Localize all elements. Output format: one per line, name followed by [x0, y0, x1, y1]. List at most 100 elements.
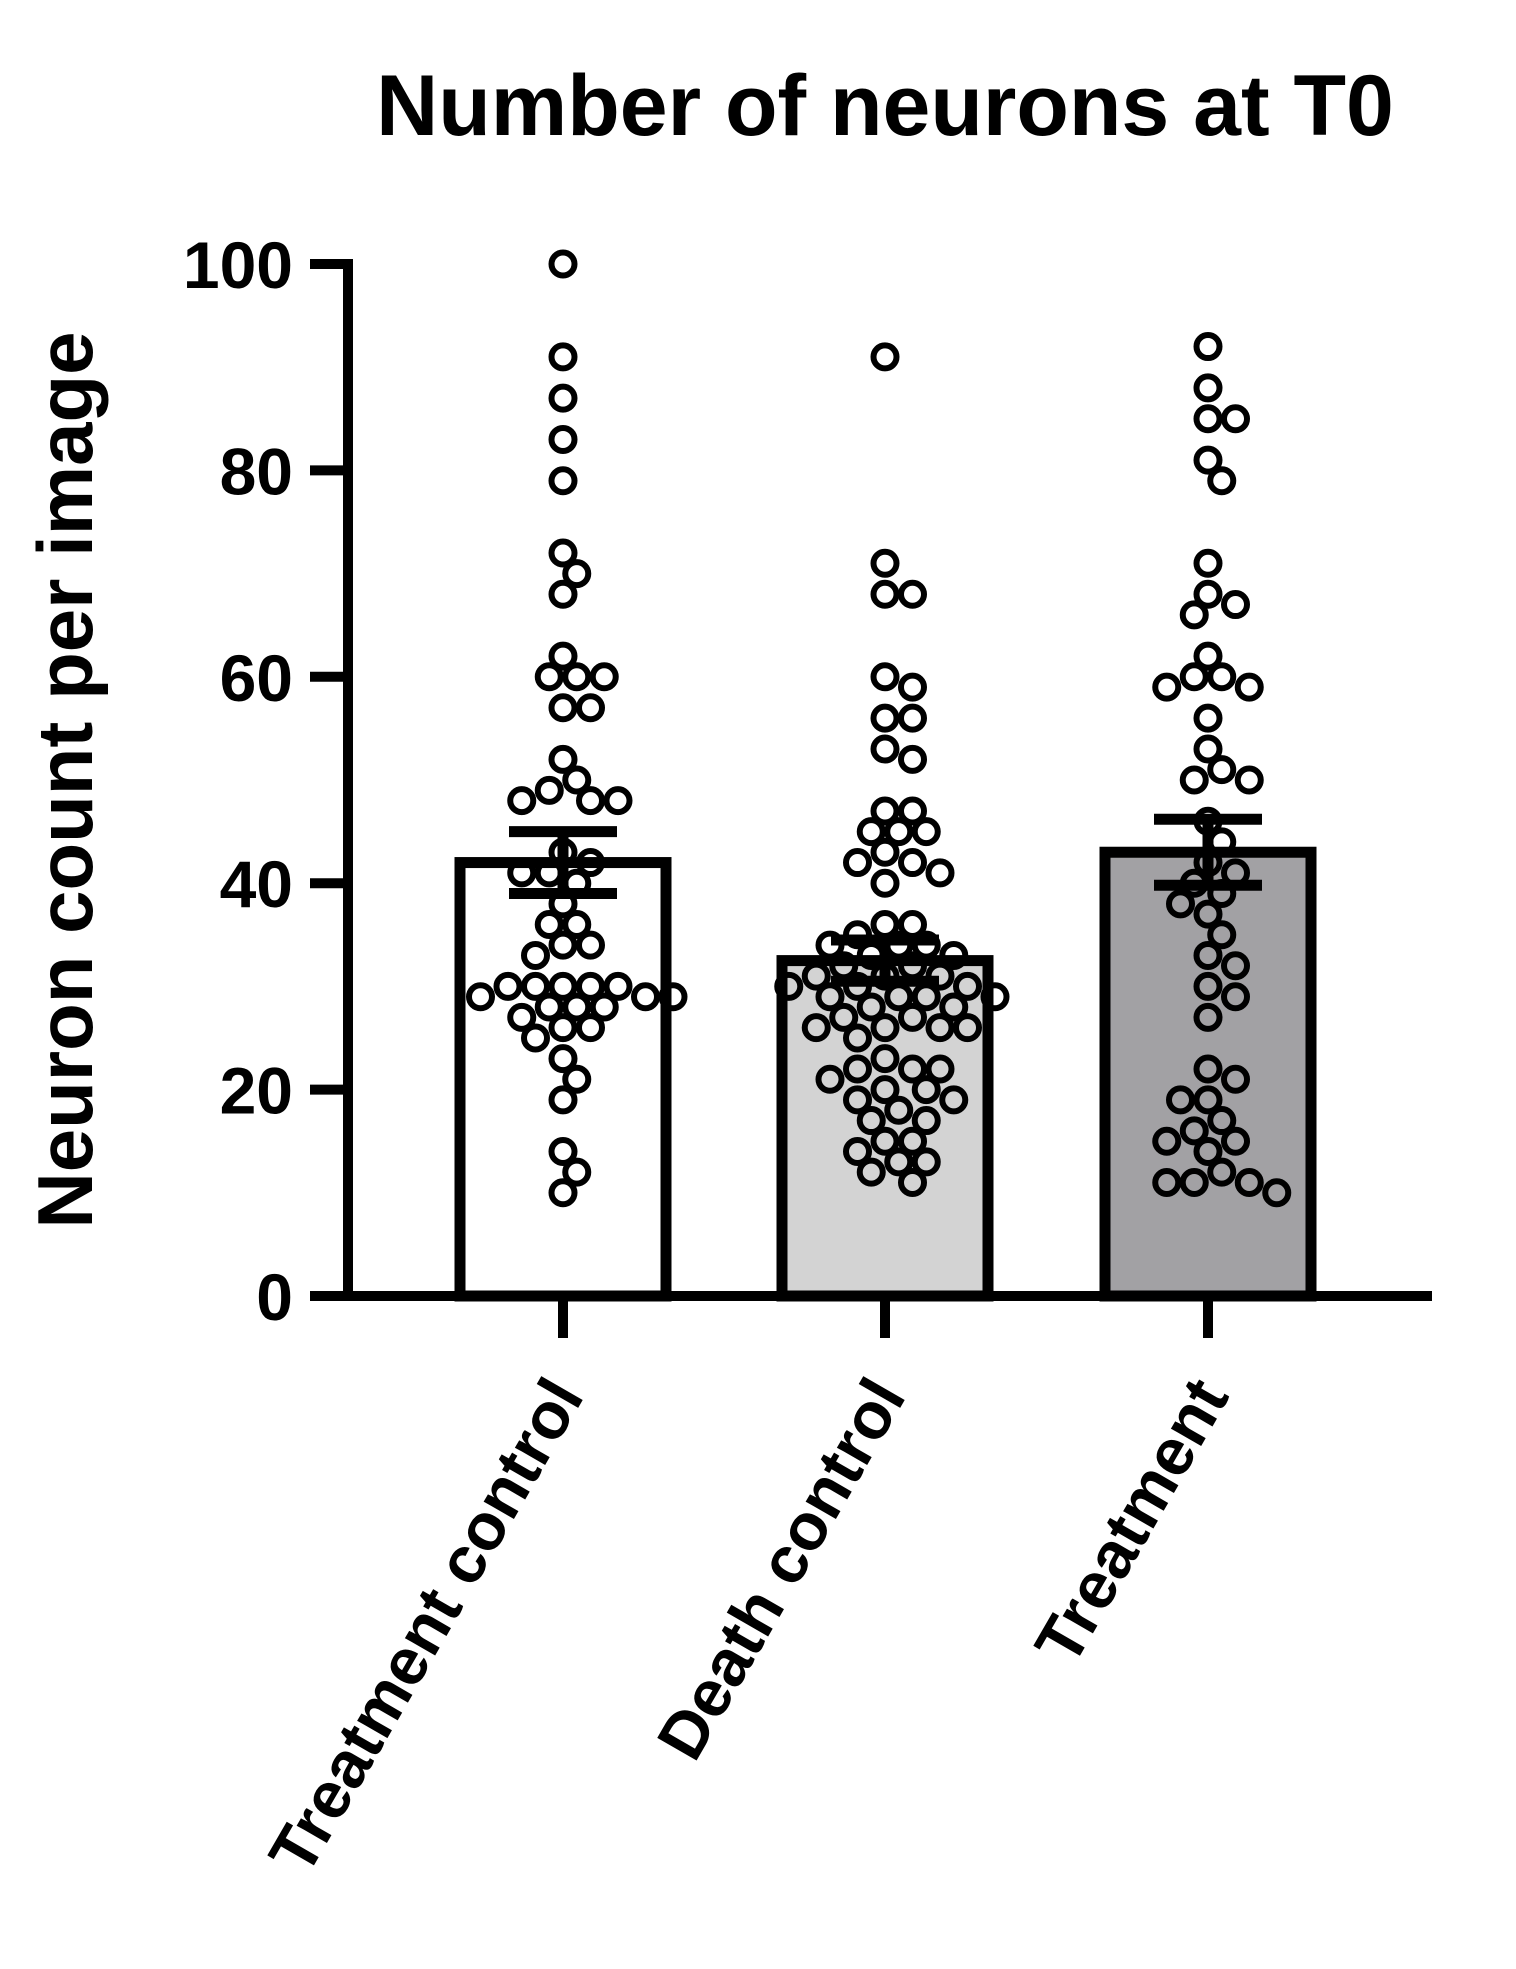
- data-point: [925, 858, 955, 888]
- data-point: [1179, 765, 1209, 795]
- data-point: [576, 971, 605, 1001]
- data-point: [548, 693, 578, 723]
- data-point: [884, 817, 914, 847]
- data-point: [603, 971, 633, 1001]
- data-point: [534, 909, 564, 939]
- y-ticks: 0 20 40 60 80 100: [183, 228, 348, 1334]
- data-point: [870, 837, 900, 867]
- data-point: [829, 1002, 859, 1032]
- data-point: [911, 1147, 941, 1177]
- data-point: [870, 579, 900, 609]
- data-point: [1193, 940, 1223, 970]
- data-point: [870, 1044, 900, 1074]
- data-point: [466, 982, 495, 1012]
- data-point: [1193, 1085, 1223, 1115]
- data-point: [898, 672, 927, 702]
- data-point: [562, 765, 592, 795]
- bar-treatment: [1099, 846, 1317, 1302]
- data-point: [521, 971, 550, 1001]
- y-tick-label: 80: [220, 434, 293, 508]
- data-point: [856, 992, 886, 1022]
- data-point: [1193, 332, 1223, 362]
- data-point: [1193, 641, 1223, 671]
- data-point: [939, 940, 969, 970]
- data-point: [562, 662, 592, 692]
- data-point: [1193, 1054, 1223, 1084]
- data-point: [548, 579, 578, 609]
- data-point: [1207, 920, 1237, 950]
- data-point: [548, 971, 578, 1001]
- error-bars: [509, 813, 1262, 987]
- data-point: [898, 744, 927, 774]
- data-point: [1193, 899, 1223, 929]
- data-point: [1193, 445, 1223, 475]
- data-point: [870, 703, 900, 733]
- data-point: [1221, 951, 1250, 981]
- data-point: [562, 1157, 592, 1187]
- data-point: [815, 982, 845, 1012]
- data-point: [1221, 1064, 1250, 1094]
- data-point: [898, 796, 927, 826]
- data-point: [1221, 404, 1250, 434]
- data-point: [1207, 1106, 1237, 1136]
- data-point: [1179, 662, 1209, 692]
- data-point: [870, 662, 900, 692]
- data-point: [1193, 1137, 1223, 1167]
- data-point: [911, 817, 941, 847]
- data-point: [898, 579, 927, 609]
- data-point: [1234, 1167, 1264, 1197]
- data-point: [911, 1075, 941, 1105]
- data-point: [911, 1106, 941, 1136]
- data-point: [925, 1013, 955, 1043]
- data-point: [493, 971, 523, 1001]
- data-point: [562, 559, 592, 589]
- data-point: [1207, 1157, 1237, 1187]
- data-point: [1193, 548, 1223, 578]
- data-point: [953, 1013, 982, 1043]
- x-tick-label: Treatment control: [254, 1366, 597, 1886]
- y-tick-label: 20: [220, 1054, 293, 1128]
- data-point: [870, 1075, 900, 1105]
- data-point: [1193, 404, 1223, 434]
- data-point: [856, 1106, 886, 1136]
- data-point: [1152, 672, 1182, 702]
- y-tick-label: 100: [183, 228, 293, 302]
- data-point: [1179, 1167, 1209, 1197]
- data-point: [843, 1085, 872, 1115]
- data-point: [631, 982, 660, 1012]
- x-tick-label: Treatment: [1020, 1366, 1242, 1676]
- data-point: [576, 786, 605, 816]
- data-point: [521, 940, 550, 970]
- data-point: [507, 1002, 537, 1032]
- y-axis-label-group: Neuron count per image: [21, 331, 109, 1228]
- data-point: [548, 1013, 578, 1043]
- data-point: [1234, 765, 1264, 795]
- data-point: [548, 249, 578, 279]
- data-point: [1179, 600, 1209, 630]
- data-point: [1207, 662, 1237, 692]
- chart-title: Number of neurons at T0: [376, 58, 1394, 154]
- data-point: [870, 734, 900, 764]
- data-point: [534, 992, 564, 1022]
- data-point: [1207, 755, 1237, 785]
- data-point: [1166, 889, 1195, 919]
- data-point: [870, 796, 900, 826]
- y-tick-label: 40: [220, 847, 293, 921]
- data-point: [534, 662, 564, 692]
- data-point: [1193, 579, 1223, 609]
- data-point: [1152, 1167, 1182, 1197]
- data-point: [562, 992, 592, 1022]
- data-point: [1221, 590, 1250, 620]
- data-point: [562, 1064, 592, 1094]
- data-point: [548, 1044, 578, 1074]
- y-tick-label: 0: [256, 1260, 293, 1334]
- data-point: [1166, 1085, 1195, 1115]
- data-point: [856, 1157, 886, 1187]
- data-point: [1221, 982, 1250, 1012]
- data-point: [534, 775, 564, 805]
- data-point: [898, 1126, 927, 1156]
- data-point: [548, 1137, 578, 1167]
- data-point: [870, 1013, 900, 1043]
- data-point: [939, 1085, 969, 1115]
